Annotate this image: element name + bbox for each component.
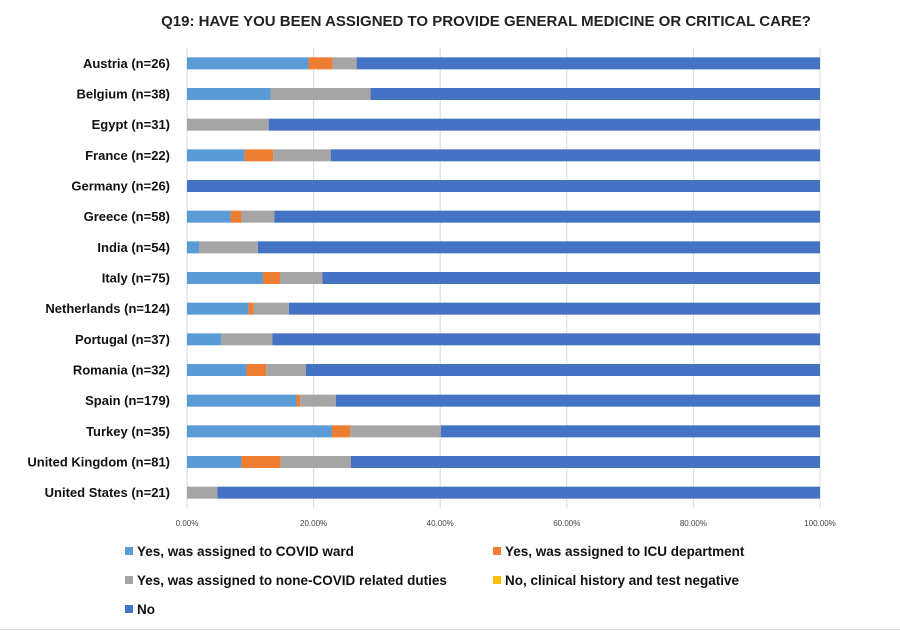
category-label: Austria (n=26) <box>83 56 170 71</box>
bar-segment <box>308 57 333 70</box>
bar-segment <box>187 57 309 70</box>
bar-segment <box>273 149 331 162</box>
bar-segment <box>280 456 351 468</box>
bar-segment <box>187 88 271 100</box>
bar-segment <box>187 149 245 162</box>
bar-segment <box>262 272 281 284</box>
bar-segment <box>280 272 323 284</box>
category-label: Egypt (n=31) <box>92 117 170 132</box>
legend-swatch <box>125 547 133 555</box>
bar-segment <box>221 333 273 346</box>
category-label: Greece (n=58) <box>84 209 170 224</box>
bottom-divider <box>0 629 900 630</box>
bar-segment <box>335 394 820 407</box>
bar-segment <box>306 364 820 376</box>
legend-label: Yes, was assigned to ICU department <box>505 544 745 559</box>
category-label: Spain (n=179) <box>85 393 170 408</box>
category-label: Turkey (n=35) <box>86 424 170 439</box>
bar-segment <box>230 210 242 223</box>
bar-segment <box>257 241 820 254</box>
bar-segment <box>300 394 336 407</box>
category-label: Netherlands (n=124) <box>45 301 170 316</box>
category-label: France (n=22) <box>85 148 170 163</box>
bar-segment <box>350 425 441 438</box>
legend-label: Yes, was assigned to none-COVID related … <box>137 573 447 588</box>
x-tick-label: 100.00% <box>804 519 836 528</box>
bar-segment <box>272 333 821 346</box>
bar-segment <box>187 302 249 315</box>
bar-segment <box>253 302 289 315</box>
bar-segment <box>187 364 247 376</box>
bar-segment <box>332 57 357 70</box>
x-tick-label: 80.00% <box>680 519 707 528</box>
legend-label: No, clinical history and test negative <box>505 573 740 588</box>
bar-segment <box>331 425 351 438</box>
category-label: Germany (n=26) <box>71 179 170 194</box>
bar-segment <box>187 118 269 131</box>
bar-segment <box>266 364 307 376</box>
legend-swatch <box>493 576 501 584</box>
x-tick-label: 0.00% <box>176 519 199 528</box>
bar-segment <box>187 210 231 223</box>
chart-title: Q19: HAVE YOU BEEN ASSIGNED TO PROVIDE G… <box>161 13 811 30</box>
legend-swatch <box>125 605 133 613</box>
category-labels: Austria (n=26) Belgium (n=38) Egypt (n=31)… <box>27 56 170 500</box>
bar-segment <box>187 456 242 468</box>
bar-segment <box>187 425 332 438</box>
legend-swatch <box>493 547 501 555</box>
category-label: Belgium (n=38) <box>76 87 170 102</box>
x-tick-label: 20.00% <box>300 519 327 528</box>
bar-segment <box>217 486 820 499</box>
category-label: Portugal (n=37) <box>75 332 170 347</box>
category-label: Romania (n=32) <box>73 363 170 378</box>
bars <box>187 57 821 499</box>
bar-segment <box>356 57 820 70</box>
legend-swatch <box>125 576 133 584</box>
legend-label: Yes, was assigned to COVID ward <box>137 544 354 559</box>
x-tick-label: 40.00% <box>427 519 454 528</box>
category-label: United Kingdom (n=81) <box>27 455 170 470</box>
bar-segment <box>288 302 821 315</box>
bar-segment <box>187 241 200 254</box>
bar-segment <box>274 210 820 223</box>
category-label: India (n=54) <box>97 240 170 255</box>
bar-segment <box>330 149 820 162</box>
bar-segment <box>187 180 820 192</box>
x-tick-label: 60.00% <box>553 519 580 528</box>
x-axis-ticks: 0.00% 20.00% 40.00% 60.00% 80.00% 100.00% <box>176 519 836 528</box>
legend-label: No <box>137 602 155 617</box>
category-label: Italy (n=75) <box>102 271 170 286</box>
bar-segment <box>322 272 820 284</box>
bar-segment <box>440 425 820 438</box>
bar-segment <box>296 394 301 407</box>
bar-segment <box>246 364 267 376</box>
bar-segment <box>248 302 254 315</box>
bar-segment <box>187 333 222 346</box>
legend: Yes, was assigned to COVID ward Yes, was … <box>125 544 745 617</box>
bar-segment <box>270 88 371 100</box>
bar-segment <box>199 241 258 254</box>
bar-segment <box>187 394 297 407</box>
bar-segment <box>350 456 820 468</box>
bar-segment <box>370 88 820 100</box>
bar-segment <box>268 118 821 131</box>
bar-segment <box>187 486 218 499</box>
category-label: United States (n=21) <box>45 485 170 500</box>
bar-segment <box>244 149 274 162</box>
bar-segment <box>241 456 281 468</box>
bar-segment <box>187 272 263 284</box>
bar-segment <box>241 210 275 223</box>
